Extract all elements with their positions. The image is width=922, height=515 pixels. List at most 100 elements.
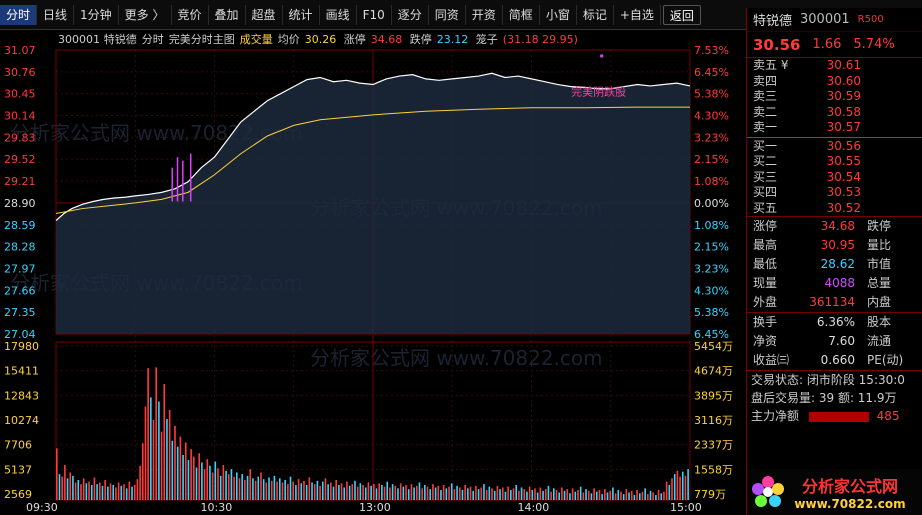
volume-bar: [364, 487, 367, 500]
stock-name: 特锐德: [753, 14, 793, 29]
volume-bar: [80, 484, 82, 500]
bid-book: 买一 30.56 买二 30.55 买三 30.54 买四 30.53 买五 30.52: [747, 139, 922, 217]
volume-bar: [448, 486, 450, 500]
volume-bar: [405, 484, 407, 500]
bid-row-label: 买四: [753, 185, 778, 199]
volume-bar: [555, 489, 558, 500]
main-flow-row: 主力净额 485: [747, 407, 922, 425]
stat-value: 7.60: [828, 334, 855, 348]
price-tick-label: 29.52: [4, 153, 36, 166]
volume-bar: [179, 436, 182, 500]
stat-row: 最低 28.62 市值: [747, 255, 922, 274]
volume-bar: [268, 477, 270, 500]
volume-bar: [176, 446, 179, 500]
ask-row-label: 卖一: [753, 120, 778, 134]
toolbar-item[interactable]: 分时: [0, 4, 38, 25]
volume-bar: [636, 489, 638, 500]
toolbar-item[interactable]: 更多 〉: [119, 4, 172, 25]
toolbar-item[interactable]: 1分钟: [74, 4, 119, 25]
volume-bar: [219, 475, 222, 500]
toolbar-item[interactable]: 逐分: [392, 4, 429, 25]
volume-bar: [429, 489, 432, 500]
watermark-text: 分析家公式网 www.70822.com: [310, 346, 603, 370]
volume-bar: [150, 397, 152, 500]
ask-row[interactable]: 卖四 30.60: [747, 74, 922, 90]
volume-bar: [321, 481, 324, 500]
volume-right-tick-label: 5454万: [694, 340, 733, 353]
bid-row[interactable]: 买五 30.52: [747, 201, 922, 217]
volume-bar: [413, 487, 415, 500]
chart-area[interactable]: 300001 特锐德 分时 完美分时主图 成交量 均价 30.26 涨停 34.68 跌停 23.1…: [0, 30, 745, 515]
volume-bar: [58, 474, 61, 500]
price-change: 1.66: [812, 37, 842, 52]
volume-bar: [477, 489, 480, 500]
toolbar-item[interactable]: 竞价: [172, 4, 209, 25]
volume-bar: [123, 484, 125, 500]
volume-bar: [308, 477, 311, 500]
toolbar-item[interactable]: 同资: [429, 4, 466, 25]
time-tick-label: 09:30: [26, 501, 58, 514]
ask-row[interactable]: 卖三 30.59: [747, 89, 922, 105]
volume-bar: [687, 469, 689, 500]
pct-tick-label: 2.15%: [694, 241, 729, 254]
volume-bar: [475, 485, 477, 500]
volume-bar: [362, 484, 364, 500]
volume-bar: [458, 487, 461, 500]
toolbar-item[interactable]: 开资: [466, 4, 503, 25]
volume-bar: [131, 486, 133, 500]
ask-row[interactable]: 卖二 30.58: [747, 105, 922, 121]
ask-row[interactable]: 卖一 30.57: [747, 120, 922, 136]
toolbar-item[interactable]: 统计: [283, 4, 320, 25]
volume-tick-label: 17980: [4, 340, 39, 353]
volume-bar: [295, 484, 297, 500]
toolbar-item[interactable]: 日线: [37, 4, 75, 25]
toolbar-item[interactable]: 简框: [503, 4, 540, 25]
intraday-chart[interactable]: 300001 特锐德 分时 完美分时主图 成交量 均价 30.26 涨停 34.68 跌停 23.1…: [0, 30, 745, 515]
volume-bar: [98, 482, 101, 500]
ask-row[interactable]: 卖五 ¥ 30.61: [747, 58, 922, 74]
toolbar-item[interactable]: F10: [357, 4, 392, 25]
pct-tick-label: 5.38%: [694, 88, 729, 101]
toolbar-item[interactable]: 超盘: [246, 4, 283, 25]
bid-row-label: 买一: [753, 138, 778, 153]
toolbar-item[interactable]: 返回: [662, 4, 701, 25]
bid-row[interactable]: 买一 30.56: [747, 139, 922, 155]
volume-bar: [625, 489, 628, 500]
price-area-fill: [56, 73, 690, 334]
volume-bar: [249, 469, 252, 500]
flower-logo-icon: [752, 476, 784, 507]
toolbar-item[interactable]: 小窗: [540, 4, 577, 25]
volume-bar: [491, 488, 493, 500]
toolbar-item[interactable]: 叠加: [209, 4, 246, 25]
stat-label: 现量: [753, 276, 778, 290]
header-volume-label: 成交量: [240, 32, 273, 46]
stat-label-2: 流通: [867, 334, 892, 348]
volume-bar: [262, 479, 265, 500]
volume-bar: [155, 367, 158, 500]
trade-status: 交易状态: 闭市阶段 15:30:0: [751, 373, 905, 387]
volume-bar: [391, 484, 394, 500]
volume-bar: [257, 476, 260, 500]
volume-bar: [501, 487, 504, 500]
volume-bar: [587, 490, 590, 500]
volume-bar: [238, 478, 241, 500]
toolbar-item[interactable]: 画线: [320, 4, 357, 25]
volume-bar: [528, 486, 531, 500]
toolbar-item[interactable]: +自选: [614, 4, 661, 25]
toolbar-item[interactable]: 标记: [577, 4, 614, 25]
bid-row[interactable]: 买二 30.55: [747, 154, 922, 170]
volume-bar: [168, 409, 171, 500]
stat-label: 涨停: [753, 219, 778, 233]
volume-bar: [518, 490, 520, 500]
ask-row-price: 30.60: [826, 73, 861, 88]
header-indicator: 完美分时主图: [169, 32, 235, 46]
volume-bar: [407, 489, 410, 500]
volume-bar: [515, 484, 517, 500]
stat-row: 换手 6.36% 股本: [747, 313, 922, 332]
bid-row[interactable]: 买三 30.54: [747, 170, 922, 186]
bid-row[interactable]: 买四 30.53: [747, 185, 922, 201]
price-tick-label: 30.45: [4, 88, 36, 101]
volume-bar: [93, 477, 96, 500]
volume-bar: [152, 419, 155, 500]
volume-bar: [563, 490, 566, 500]
